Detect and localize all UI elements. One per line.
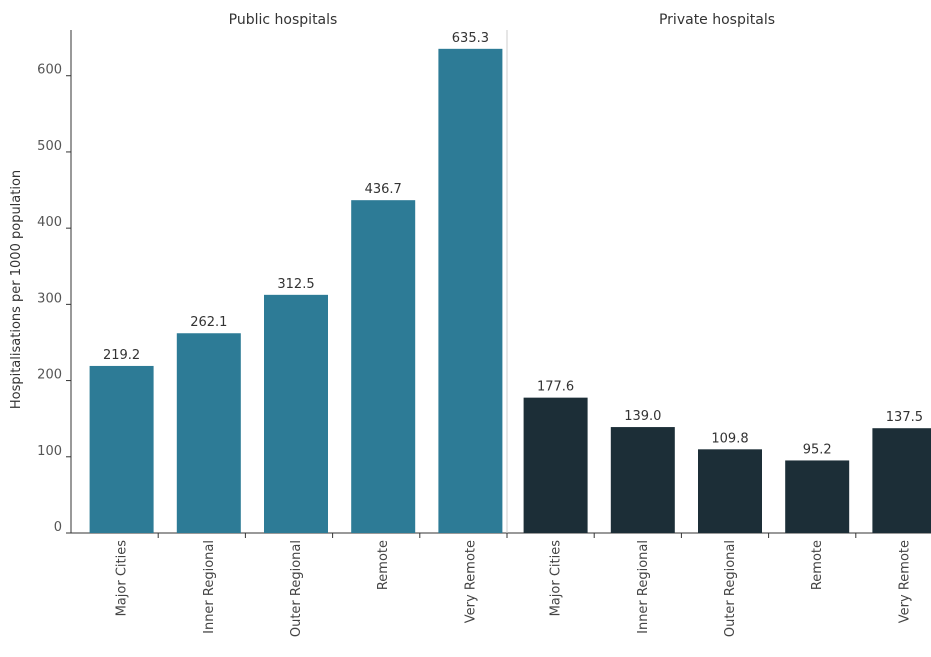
panel-title: Private hospitals <box>659 12 775 28</box>
bar-value-label: 262.1 <box>190 315 227 330</box>
bar-value-label: 436.7 <box>365 182 402 197</box>
bar-value-label: 312.5 <box>277 277 314 292</box>
y-tick-label: 100 <box>37 444 62 459</box>
y-tick-label: 0 <box>54 520 62 535</box>
bar <box>698 449 762 533</box>
bar <box>351 200 416 533</box>
bar-value-label: 109.8 <box>711 431 748 446</box>
x-category-label: Inner Regional <box>202 540 217 634</box>
x-category-label: Very Remote <box>463 540 478 623</box>
bar <box>438 48 503 533</box>
text-layer: 0 100 200 300 400 500 600 Hospitalisations per … <box>9 12 923 637</box>
bar-value-label: 219.2 <box>103 348 140 363</box>
bar <box>523 397 588 533</box>
bar-value-label: 139.0 <box>624 409 661 424</box>
y-axis-title: Hospitalisations per 1000 population <box>9 170 24 409</box>
x-category-label: Outer Regional <box>289 540 304 637</box>
bar <box>264 294 328 533</box>
x-category-label: Major Cities <box>115 540 130 617</box>
x-category-label: Very Remote <box>897 540 912 623</box>
bar-value-label: 635.3 <box>452 31 489 46</box>
panel-title: Public hospitals <box>229 12 338 28</box>
bar-value-label: 95.2 <box>803 442 832 457</box>
bar <box>785 460 850 533</box>
y-tick-label: 300 <box>37 291 62 306</box>
x-category-label: Inner Regional <box>636 540 651 634</box>
x-category-label: Major Cities <box>549 540 564 617</box>
y-tick-label: 600 <box>37 63 62 78</box>
bar-value-label: 177.6 <box>537 380 574 395</box>
x-category-label: Outer Regional <box>723 540 738 637</box>
x-category-label: Remote <box>810 540 825 590</box>
y-tick-label: 200 <box>37 368 62 383</box>
bar <box>610 427 675 533</box>
bars-layer <box>89 48 931 533</box>
bar <box>176 333 241 533</box>
bar <box>89 365 154 533</box>
y-tick-label: 400 <box>37 215 62 230</box>
y-tick-label: 500 <box>37 139 62 154</box>
bar-value-label: 137.5 <box>886 410 923 425</box>
bar <box>872 428 931 533</box>
x-category-label: Remote <box>376 540 391 590</box>
